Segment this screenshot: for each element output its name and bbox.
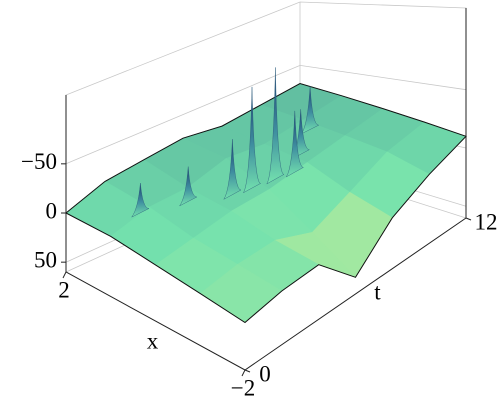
tick-mark [62,271,67,279]
z-tick-label: 50 [34,247,57,272]
peak [131,183,150,218]
x-axis-label: t [374,279,381,304]
z-tick-label: −50 [21,149,57,174]
peak [301,86,319,134]
x-tick-label: 2 [58,277,70,302]
tick-mark [465,217,472,221]
grid-line [65,64,467,165]
peak [179,166,197,207]
x-axis-label: x [147,328,159,353]
tick-mark [244,369,251,373]
peak [223,139,242,200]
peak [286,110,304,178]
peak [266,67,285,185]
peak [243,86,261,193]
tick-mark [241,369,246,377]
x-tick-label: 12 [475,209,498,234]
x-tick-label: 0 [259,361,271,386]
x-tick-label: −2 [231,375,255,400]
z-tick-label: 0 [46,198,58,223]
